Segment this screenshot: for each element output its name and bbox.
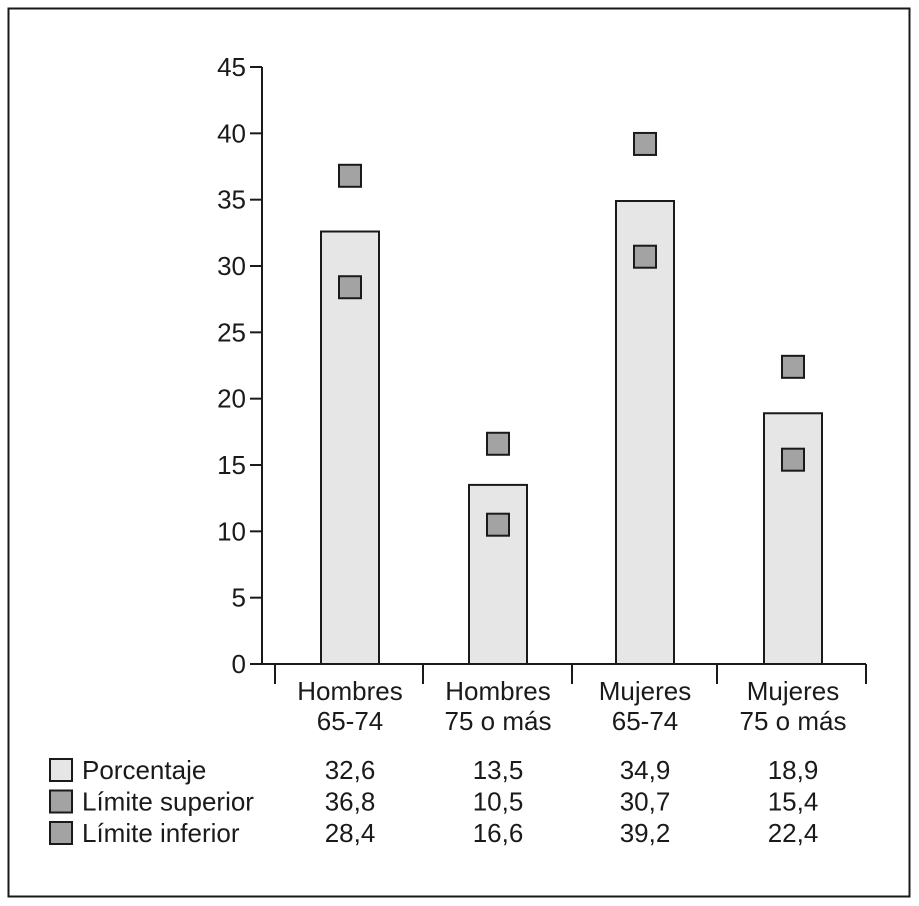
legend-swatch	[49, 789, 73, 814]
upper-limit-marker-4	[781, 447, 805, 472]
y-tick-label: 30	[217, 251, 246, 281]
legend-value: 22,4	[768, 818, 819, 848]
legend-value: 32,6	[325, 755, 376, 785]
x-tick-label: Mujeres	[747, 676, 839, 706]
bar-2	[468, 483, 528, 665]
y-tick-label: 45	[217, 52, 246, 82]
legend-label: Límite inferior	[82, 818, 240, 848]
legend-label: Límite superior	[82, 787, 254, 817]
legend-label: Porcentaje	[82, 755, 206, 785]
upper-limit-marker-3	[633, 244, 657, 269]
lower-limit-marker-3	[633, 131, 657, 156]
y-tick-label: 10	[217, 516, 246, 546]
y-tick-label: 40	[217, 118, 246, 148]
bar-1	[320, 230, 380, 666]
lower-limit-marker-2	[486, 431, 510, 456]
upper-limit-marker-1	[338, 163, 362, 188]
legend-value: 16,6	[473, 818, 524, 848]
y-tick-label: 5	[232, 583, 246, 613]
x-tick-label: 65-74	[317, 706, 384, 736]
x-tick-label: 65-74	[612, 706, 679, 736]
legend-value: 18,9	[768, 755, 819, 785]
y-tick-label: 20	[217, 384, 246, 414]
x-tick-label: Hombres	[445, 676, 550, 706]
x-tick-label: 75 o más	[740, 706, 847, 736]
y-tick-label: 35	[217, 185, 246, 215]
legend-value: 15,4	[768, 787, 819, 817]
x-tick-label: Mujeres	[599, 676, 691, 706]
legend-value: 28,4	[325, 818, 376, 848]
legend-swatch	[49, 758, 73, 782]
y-tick-label: 15	[217, 450, 246, 480]
legend-value: 34,9	[620, 755, 671, 785]
upper-limit-marker-2	[486, 512, 510, 537]
bar-3	[615, 199, 675, 665]
x-tick-label: Hombres	[297, 676, 402, 706]
legend-value: 10,5	[473, 787, 524, 817]
y-tick-label: 25	[217, 317, 246, 347]
legend-value: 36,8	[325, 787, 376, 817]
frame	[7, 7, 911, 898]
x-tick-label: 75 o más	[445, 706, 552, 736]
legend-swatch	[49, 821, 73, 845]
legend-value: 13,5	[473, 755, 524, 785]
legend-value: 30,7	[620, 787, 671, 817]
lower-limit-marker-1	[338, 275, 362, 300]
lower-limit-marker-4	[781, 354, 805, 379]
legend-value: 39,2	[620, 818, 671, 848]
y-tick-label: 0	[232, 649, 246, 679]
